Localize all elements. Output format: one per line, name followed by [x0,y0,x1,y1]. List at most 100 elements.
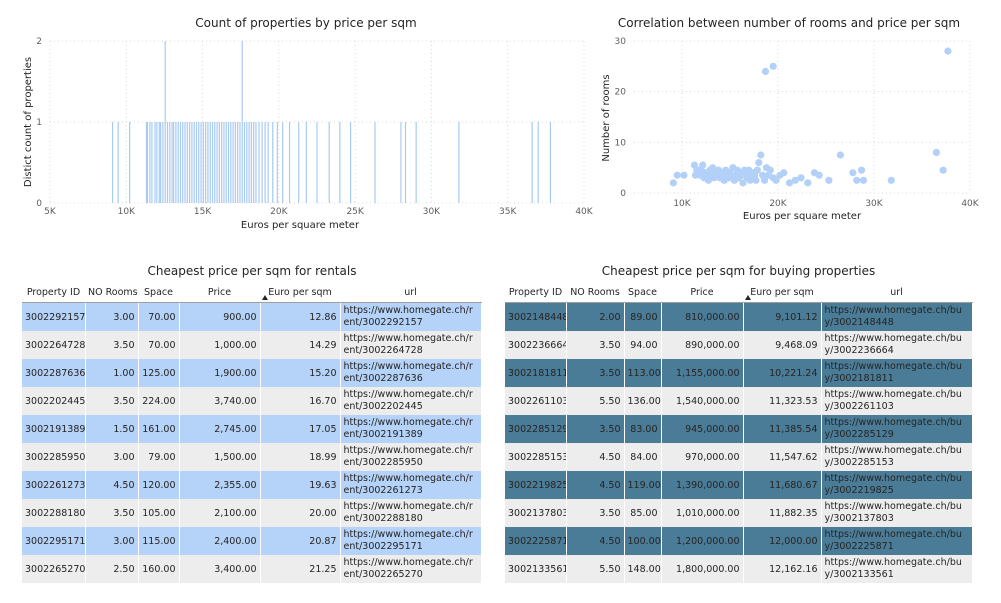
cell-euro-per-sqm: 16.70 [260,387,341,415]
table-row[interactable]: 3002191389 1.50 161.00 2,745.00 17.05 https:/… [22,415,482,443]
cell-property-id: 3002236664 [505,331,567,359]
scatter-point [753,166,761,174]
column-header-euro-per-sqm[interactable]: Euro per sqm [260,282,340,303]
table-row[interactable]: 3002261273 4.50 120.00 2,355.00 19.63 https:/… [22,471,482,499]
histogram-bar [258,122,260,203]
histogram-bar [255,122,257,203]
table-row[interactable]: 3002148448 2.00 89.00 810,000.00 9,101.12 htt… [505,302,973,331]
scatter-chart: Correlation between number of rooms and … [601,16,980,222]
scatter-point [791,176,799,184]
cell-url[interactable]: https://www.homegate.ch/rent/3002265270 [340,555,482,583]
cell-euro-per-sqm: 14.29 [260,331,341,359]
charts-canvas: Count of properties by price per sqm Eur… [23,16,980,231]
cell-price: 890,000.00 [661,331,744,359]
cell-url[interactable]: https://www.homegate.ch/rent/3002288180 [340,499,482,527]
column-header-space[interactable]: Space [138,282,179,303]
cell-url[interactable]: https://www.homegate.ch/rent/3002264728 [340,331,482,359]
table-row[interactable]: 3002287636 1.00 125.00 1,900.00 15.20 https:/… [22,359,482,387]
table-row[interactable]: 3002236664 3.50 94.00 890,000.00 9,468.09 htt… [505,331,973,359]
table-row[interactable]: 3002285153 4.50 84.00 970,000.00 11,547.62 ht… [505,443,973,471]
column-header-price[interactable]: Price [661,282,743,303]
table-row[interactable]: 3002295171 3.00 115.00 2,400.00 20.87 https:/… [22,527,482,555]
x-tick-label: 30K [423,207,441,217]
cell-euro-per-sqm: 11,547.62 [743,443,822,471]
cell-url[interactable]: https://www.homegate.ch/buy/3002285129 [821,415,973,443]
cell-euro-per-sqm: 17.05 [260,415,341,443]
x-tick-label: 20K [270,207,288,217]
cell-property-id: 3002181811 [505,359,567,387]
cell-space: 160.00 [138,555,180,583]
table-row[interactable]: 3002265270 2.50 160.00 3,400.00 21.25 https:/… [22,555,482,583]
cell-space: 79.00 [138,443,180,471]
cell-url[interactable]: https://www.homegate.ch/buy/3002285153 [821,443,973,471]
histogram-bar [162,122,164,203]
scatter-point [760,176,769,184]
table-row[interactable]: 3002219825 4.50 119.00 1,390,000.00 11,680.6… [505,471,973,499]
cell-url[interactable]: https://www.homegate.ch/buy/3002133561 [821,555,973,583]
cell-url[interactable]: https://www.homegate.ch/rent/3002191389 [340,415,482,443]
cell-url[interactable]: https://www.homegate.ch/rent/3002295171 [340,527,482,555]
histogram-bar [169,122,171,203]
histogram-chart: Count of properties by price per sqm Eur… [23,16,594,231]
cell-url[interactable]: https://www.homegate.ch/rent/3002261273 [340,471,482,499]
cell-url[interactable]: https://www.homegate.ch/buy/3002261103 [821,387,973,415]
histogram-bar [241,41,243,203]
column-header-euro-per-sqm[interactable]: Euro per sqm [743,282,821,303]
table-row[interactable]: 3002261103 5.50 136.00 1,540,000.00 11,323.5… [505,387,973,415]
table-row[interactable]: 3002285129 3.50 83.00 945,000.00 11,385.54 ht… [505,415,973,443]
cell-url[interactable]: https://www.homegate.ch/rent/3002287636 [340,359,482,387]
histogram-x-axis-title: Euros per square meter [241,220,360,231]
cell-property-id: 3002295171 [22,527,86,555]
histogram-bar [237,122,239,203]
cell-price: 2,745.00 [179,415,261,443]
sort-ascending-icon [745,295,751,300]
column-header-url[interactable]: url [340,282,481,303]
cell-url[interactable]: https://www.homegate.ch/buy/3002137803 [821,499,973,527]
cell-no-rooms: 3.50 [566,359,625,387]
cell-url[interactable]: https://www.homegate.ch/rent/3002285950 [340,443,482,471]
cell-euro-per-sqm: 19.63 [260,471,341,499]
histogram-bar [195,122,198,203]
cell-property-id: 3002287636 [22,359,86,387]
cell-url[interactable]: https://www.homegate.ch/buy/3002148448 [821,302,973,331]
histogram-bar [404,122,407,203]
table-row[interactable]: 3002181811 3.50 113.00 1,155,000.00 10,221.2… [505,359,973,387]
column-header-url[interactable]: url [821,282,972,303]
cell-url[interactable]: https://www.homegate.ch/buy/3002225871 [821,527,973,555]
cell-url[interactable]: https://www.homegate.ch/buy/3002219825 [821,471,973,499]
column-header-no-rooms[interactable]: NO Rooms [85,282,138,303]
cell-space: 70.00 [138,302,180,331]
table-row[interactable]: 3002288180 3.50 105.00 2,100.00 20.00 https:/… [22,499,482,527]
column-header-property-id[interactable]: Property ID [22,282,85,303]
y-tick-label: 20 [615,88,627,98]
table-row[interactable]: 3002202445 3.50 224.00 3,740.00 16.70 https:/… [22,387,482,415]
column-header-property-id[interactable]: Property ID [505,282,566,303]
cell-no-rooms: 3.50 [85,499,139,527]
histogram-bar [264,122,266,203]
cell-url[interactable]: https://www.homegate.ch/rent/3002202445 [340,387,482,415]
cell-url[interactable]: https://www.homegate.ch/buy/3002181811 [821,359,973,387]
table-row[interactable]: 3002285950 3.00 79.00 1,500.00 18.99 https://… [22,443,482,471]
table-row[interactable]: 3002264728 3.50 70.00 1,000.00 14.29 https://… [22,331,482,359]
cell-url[interactable]: https://www.homegate.ch/buy/3002236664 [821,331,973,359]
cell-space: 125.00 [138,359,180,387]
column-header-space[interactable]: Space [624,282,661,303]
histogram-bar [549,122,552,203]
table-row[interactable]: 3002137803 3.50 85.00 1,010,000.00 11,882.35… [505,499,973,527]
cell-no-rooms: 5.50 [566,387,625,415]
cell-space: 85.00 [624,499,662,527]
cell-no-rooms: 3.00 [85,443,139,471]
histogram-bar [250,122,252,203]
table-row[interactable]: 3002292157 3.00 70.00 900.00 12.86 https://ww… [22,302,482,331]
cell-space: 70.00 [138,331,180,359]
histogram-bar [221,122,223,203]
column-header-no-rooms[interactable]: NO Rooms [566,282,624,303]
histogram-bar [253,122,255,203]
table-row[interactable]: 3002133561 5.50 148.00 1,800,000.00 12,162.1… [505,555,973,583]
table-row[interactable]: 3002225871 4.50 100.00 1,200,000.00 12,000.0… [505,527,973,555]
scatter-point [857,166,866,174]
column-header-price[interactable]: Price [179,282,260,303]
cell-url[interactable]: https://www.homegate.ch/rent/3002292157 [340,302,482,331]
cell-euro-per-sqm: 20.87 [260,527,341,555]
cell-property-id: 3002191389 [22,415,86,443]
